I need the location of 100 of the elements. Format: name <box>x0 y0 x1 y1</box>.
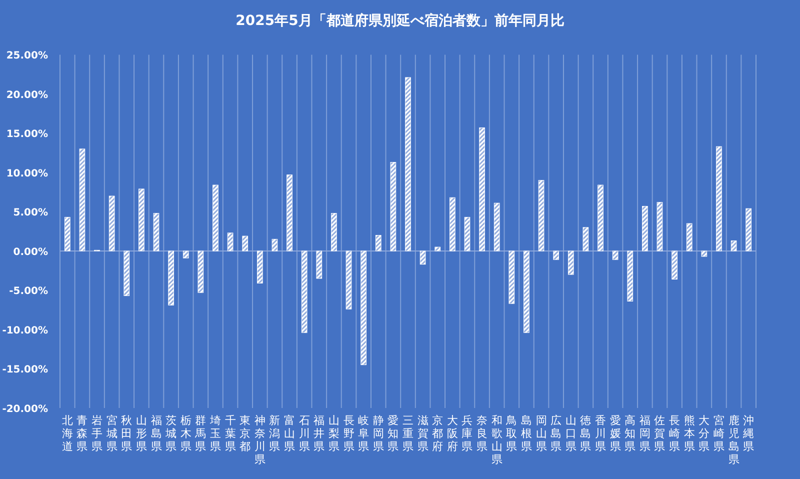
bar <box>450 197 456 252</box>
bar <box>272 238 278 252</box>
x-tick-label: 石川県 <box>298 414 310 453</box>
bar <box>405 77 411 252</box>
x-tick-label: 東京都 <box>240 414 251 453</box>
bar <box>124 250 130 296</box>
bar <box>242 236 248 252</box>
bar <box>375 235 382 252</box>
x-tick-label: 愛媛県 <box>610 414 621 453</box>
bar <box>656 202 663 252</box>
x-tick-label: 福井県 <box>314 414 325 453</box>
bar <box>108 196 115 252</box>
x-tick-label: 富山県 <box>284 414 296 453</box>
x-tick-label: 佐賀県 <box>654 414 666 453</box>
x-tick-label: 高知県 <box>624 414 636 453</box>
x-tick-label: 兵庫県 <box>462 414 473 453</box>
bar <box>524 250 530 333</box>
x-tick-label: 栃木県 <box>180 414 192 453</box>
bar <box>286 174 292 252</box>
bar <box>212 184 218 252</box>
x-tick-label: 鳥取県 <box>505 414 518 453</box>
bar <box>612 250 618 260</box>
bar <box>598 184 604 252</box>
y-tick-label: 5.00% <box>13 208 48 219</box>
bar <box>746 208 752 252</box>
x-tick-label: 茨城県 <box>164 414 177 453</box>
bar <box>331 213 337 252</box>
y-tick-label: 25.00% <box>6 50 48 62</box>
x-tick-label: 山梨県 <box>328 414 340 453</box>
bar <box>138 188 144 252</box>
x-tick-label: 福岡県 <box>639 414 650 453</box>
x-tick-label: 香川県 <box>595 414 606 453</box>
chart-title: 2025年5月「都道府県別延べ宿泊者数」前年同月比 <box>236 12 564 29</box>
x-tick-label: 千葉県 <box>224 414 236 453</box>
x-tick-label: 岐阜県 <box>358 414 370 453</box>
x-tick-label: 山口県 <box>565 414 576 453</box>
x-tick-label: 沖縄県 <box>742 414 754 453</box>
bar <box>198 250 204 293</box>
x-tick-label: 岡山県 <box>536 414 547 453</box>
bar <box>360 250 366 366</box>
bar <box>494 202 500 252</box>
x-tick-label: 愛知県 <box>388 414 399 453</box>
x-tick-label: 山形県 <box>136 414 147 453</box>
x-tick-label: 岩手県 <box>92 414 103 453</box>
y-tick-label: -5.00% <box>9 286 48 298</box>
bar <box>168 250 174 306</box>
x-tick-label: 三重県 <box>402 414 414 453</box>
bar <box>716 146 722 252</box>
y-tick-label: 20.00% <box>6 90 48 101</box>
x-tick-label: 熊本県 <box>684 414 695 453</box>
x-tick-label: 北海道 <box>62 414 73 453</box>
y-tick-label: -20.00% <box>2 404 48 415</box>
x-tick-label: 鹿児島県 <box>728 414 740 466</box>
x-tick-label: 長野県 <box>343 414 354 453</box>
x-tick-label: 青森県 <box>76 414 88 453</box>
y-tick-label: 15.00% <box>6 129 48 140</box>
bar <box>479 127 485 252</box>
bar <box>153 213 160 252</box>
bar <box>390 162 396 252</box>
x-tick-label: 長崎県 <box>669 414 680 453</box>
y-tick-label: -10.00% <box>2 325 48 336</box>
x-tick-label: 広島県 <box>550 414 562 453</box>
bar <box>79 148 86 252</box>
x-tick-label: 静岡県 <box>372 414 384 453</box>
bar <box>434 246 441 252</box>
bar <box>316 250 322 279</box>
bar <box>346 250 352 310</box>
bar <box>182 250 189 258</box>
x-tick-label: 滋賀県 <box>417 414 428 453</box>
y-tick-label: 0.00% <box>13 246 48 258</box>
x-tick-label: 大分県 <box>698 414 710 453</box>
bar <box>672 250 678 280</box>
x-tick-label: 宮城県 <box>105 414 118 453</box>
bar <box>701 250 708 257</box>
x-tick-label: 奈良県 <box>476 414 488 453</box>
bar <box>464 216 470 252</box>
bar <box>64 216 70 252</box>
x-tick-label: 神奈川県 <box>254 414 266 466</box>
bar <box>538 180 544 252</box>
x-tick-label: 群馬県 <box>194 414 206 453</box>
bar <box>730 240 737 252</box>
y-tick-label: 10.00% <box>6 168 48 180</box>
x-tick-label: 京都府 <box>432 414 444 453</box>
bar <box>582 227 589 252</box>
bar <box>301 250 308 333</box>
bar <box>642 206 648 252</box>
x-tick-label: 徳島県 <box>580 414 592 453</box>
bar <box>568 250 574 275</box>
bar <box>257 250 263 284</box>
x-tick-label: 福島県 <box>150 414 162 453</box>
x-tick-label: 島根県 <box>520 414 532 453</box>
x-tick-label: 大阪府 <box>446 414 458 453</box>
x-tick-label: 埼玉県 <box>208 414 221 453</box>
x-tick-label: 宮崎県 <box>713 414 724 453</box>
bar <box>508 250 515 304</box>
x-tick-label: 和歌山県 <box>491 414 502 466</box>
bar <box>686 223 692 252</box>
bar <box>627 250 634 302</box>
x-tick-label: 新潟県 <box>269 414 280 453</box>
bar <box>420 250 426 265</box>
